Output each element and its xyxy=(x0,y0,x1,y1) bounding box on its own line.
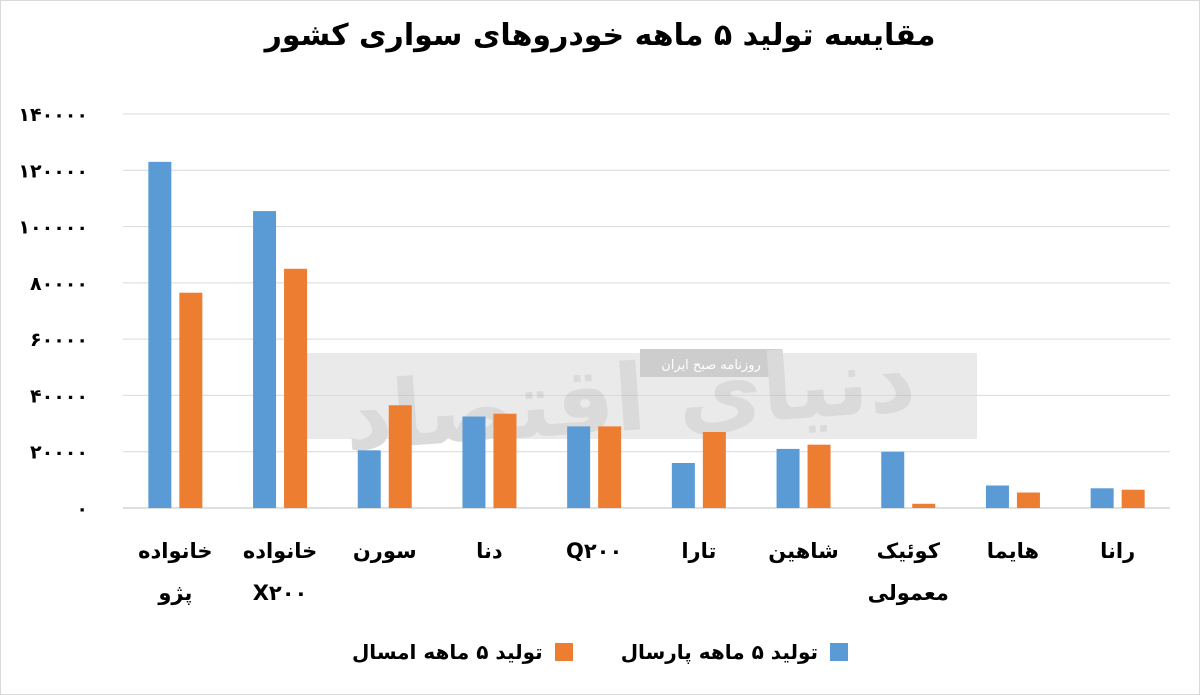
bar-this-year xyxy=(912,503,936,508)
y-tick-label: ۱۲۰۰۰۰ xyxy=(18,160,88,182)
bar-last-year xyxy=(148,161,172,509)
y-tick-label: ۰ xyxy=(76,498,88,520)
x-tick-label: هایما xyxy=(987,539,1039,563)
bar-this-year xyxy=(179,292,203,508)
bar-last-year xyxy=(357,450,381,508)
bar-last-year xyxy=(253,211,277,509)
y-tick-label: ۱۴۰۰۰۰ xyxy=(18,104,88,126)
y-tick-label: ۶۰۰۰۰ xyxy=(30,329,88,351)
bar-this-year xyxy=(493,413,517,508)
watermark-tag xyxy=(640,349,782,377)
x-tick-label: X۲۰۰ xyxy=(253,581,308,605)
legend-label-last-year: تولید ۵ ماهه پارسال xyxy=(620,640,819,664)
x-tick-label: خانواده xyxy=(243,539,317,563)
x-tick-label: Q۲۰۰ xyxy=(566,539,622,563)
legend-swatch-last-year xyxy=(830,643,849,661)
legend-item-this-year: تولید ۵ ماهه امسال xyxy=(352,640,573,664)
x-tick-label: تارا xyxy=(681,539,716,563)
bar-this-year xyxy=(1121,489,1145,508)
x-tick-label: معمولی xyxy=(868,581,949,605)
bar-this-year xyxy=(284,268,308,508)
x-tick-label: رانا xyxy=(1100,539,1135,563)
y-tick-label: ۸۰۰۰۰ xyxy=(30,273,88,295)
bars xyxy=(148,161,1145,509)
bar-last-year xyxy=(567,426,591,508)
bar-this-year xyxy=(388,405,412,508)
bar-last-year xyxy=(671,462,695,508)
y-axis-ticks: ۰ ۲۰۰۰۰ ۴۰۰۰۰ ۶۰۰۰۰ ۸۰۰۰۰ ۱۰۰۰۰۰ ۱۲۰۰۰۰ ۱۴۰۰۰۰ xyxy=(18,104,88,520)
legend: تولید ۵ ماهه پارسال تولید ۵ ماهه امسال xyxy=(0,640,1200,664)
legend-label-this-year: تولید ۵ ماهه امسال xyxy=(351,640,543,664)
x-tick-label: شاهین xyxy=(768,539,839,563)
x-tick-label: سورن xyxy=(353,539,417,563)
bar-this-year xyxy=(807,444,831,508)
x-tick-label: دنا xyxy=(476,539,503,563)
bar-this-year xyxy=(1016,492,1040,508)
x-tick-label: خانواده xyxy=(138,539,212,563)
bar-this-year xyxy=(702,432,726,508)
watermark-sub-text: روزنامه صبح ایران xyxy=(661,358,761,373)
legend-item-last-year: تولید ۵ ماهه پارسال xyxy=(620,640,849,664)
bar-last-year xyxy=(776,448,800,508)
legend-swatch-this-year xyxy=(554,643,573,661)
y-tick-label: ۱۰۰۰۰۰ xyxy=(18,217,88,239)
y-tick-label: ۴۰۰۰۰ xyxy=(30,385,88,407)
bar-last-year xyxy=(462,416,486,508)
bar-last-year xyxy=(1090,488,1114,508)
x-tick-label: کوئیک xyxy=(877,539,941,563)
y-tick-label: ۲۰۰۰۰ xyxy=(30,442,88,464)
x-axis-labels: خانواده پژو خانواده X۲۰۰ سورن دنا Q۲۰۰ تارا شاهی… xyxy=(138,539,1135,605)
chart-title: مقایسه تولید ۵ ماهه خودروهای سواری کشور xyxy=(264,18,936,53)
x-tick-label: پژو xyxy=(157,581,192,605)
bar-last-year xyxy=(881,451,905,508)
bar-this-year xyxy=(598,426,622,508)
bar-last-year xyxy=(985,485,1009,508)
watermark-logo-text: دنیای اقتصاد xyxy=(341,325,919,472)
